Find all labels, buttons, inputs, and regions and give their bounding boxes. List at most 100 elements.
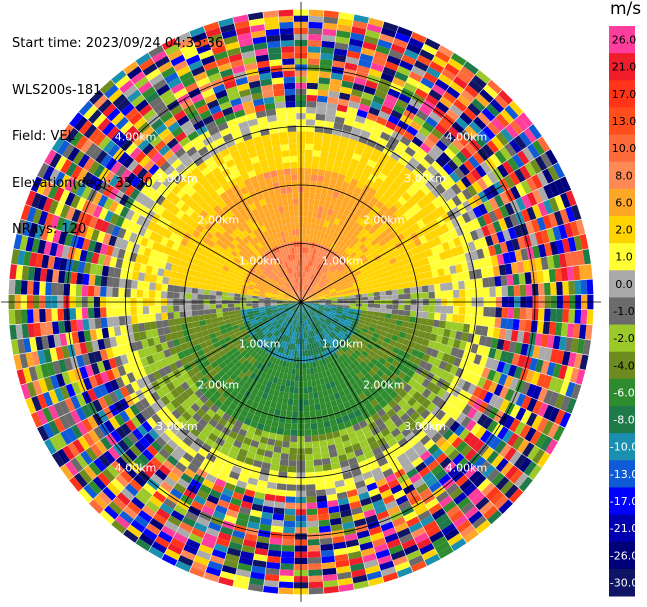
velocity-gate xyxy=(513,307,521,319)
velocity-gate xyxy=(438,73,453,86)
velocity-gate xyxy=(406,43,422,55)
velocity-gate xyxy=(389,204,399,214)
velocity-gate xyxy=(325,114,336,123)
velocity-gate xyxy=(455,179,467,192)
velocity-gate xyxy=(319,537,333,545)
velocity-gate xyxy=(388,323,396,330)
velocity-gate xyxy=(345,255,352,263)
velocity-gate xyxy=(45,282,52,296)
velocity-gate xyxy=(565,381,576,398)
velocity-gate xyxy=(568,309,576,324)
velocity-gate xyxy=(412,267,420,275)
velocity-gate xyxy=(136,314,144,324)
velocity-gate xyxy=(355,208,364,217)
velocity-gate xyxy=(387,115,400,126)
velocity-gate xyxy=(475,93,490,108)
velocity-gate xyxy=(155,313,163,321)
velocity-gate xyxy=(352,237,360,245)
velocity-gate xyxy=(401,151,413,162)
velocity-gate xyxy=(329,177,338,186)
velocity-gate xyxy=(383,176,394,186)
velocity-gate xyxy=(215,295,223,300)
velocity-gate xyxy=(433,172,445,184)
velocity-gate xyxy=(544,282,551,296)
velocity-gate xyxy=(507,157,520,172)
velocity-gate xyxy=(499,205,510,218)
velocity-gate xyxy=(333,281,340,287)
velocity-gate xyxy=(443,328,451,338)
velocity-gate xyxy=(306,296,313,300)
velocity-gate xyxy=(443,266,451,276)
velocity-gate xyxy=(434,78,450,91)
velocity-gate xyxy=(354,257,362,264)
velocity-gate xyxy=(112,277,120,288)
velocity-gate xyxy=(307,64,320,72)
velocity-gate xyxy=(498,373,508,386)
velocity-gate xyxy=(547,165,560,182)
velocity-gate xyxy=(569,220,580,237)
velocity-gate xyxy=(307,70,319,78)
velocity-gate xyxy=(380,166,391,177)
velocity-gate xyxy=(352,213,360,222)
velocity-gate xyxy=(100,275,108,287)
velocity-gate xyxy=(106,317,114,328)
velocity-gate xyxy=(246,297,253,301)
velocity-gate xyxy=(362,274,370,280)
velocity-gate xyxy=(498,264,507,276)
velocity-gate xyxy=(423,137,436,149)
velocity-gate xyxy=(186,281,194,288)
velocity-gate xyxy=(376,320,384,327)
velocity-gate xyxy=(364,321,372,327)
velocity-gate xyxy=(477,287,484,298)
velocity-gate xyxy=(453,99,468,112)
velocity-gate xyxy=(343,175,353,184)
velocity-gate xyxy=(278,587,294,595)
velocity-gate xyxy=(437,268,445,277)
velocity-gate xyxy=(330,291,337,295)
velocity-gate xyxy=(371,279,379,285)
velocity-gate xyxy=(338,248,345,256)
velocity-gate xyxy=(368,226,377,235)
velocity-gate xyxy=(281,551,295,558)
velocity-gate xyxy=(328,313,335,318)
velocity-gate xyxy=(233,303,241,308)
velocity-gate xyxy=(306,76,319,84)
velocity-gate xyxy=(468,120,483,135)
velocity-gate xyxy=(440,290,448,299)
velocity-gate xyxy=(498,90,513,105)
velocity-gate xyxy=(574,309,582,324)
velocity-gate xyxy=(458,163,471,176)
velocity-gate xyxy=(367,187,377,197)
velocity-gate xyxy=(382,21,399,32)
velocity-gate xyxy=(403,211,413,221)
velocity-gate xyxy=(353,186,362,195)
velocity-gate xyxy=(316,107,327,115)
velocity-gate xyxy=(472,206,483,218)
velocity-gate xyxy=(486,171,499,184)
velocity-gate xyxy=(327,315,334,320)
velocity-gate xyxy=(385,264,393,272)
velocity-gate xyxy=(492,327,501,339)
velocity-gate xyxy=(460,176,472,188)
velocity-gate xyxy=(302,368,307,376)
velocity-gate xyxy=(438,233,448,244)
velocity-gate xyxy=(302,222,308,230)
velocity-gate xyxy=(313,255,318,262)
velocity-gate xyxy=(376,83,390,94)
velocity-gate xyxy=(32,281,40,295)
velocity-gate xyxy=(313,276,319,282)
velocity-gate xyxy=(504,329,513,341)
velocity-gate xyxy=(411,222,421,232)
velocity-gate xyxy=(438,251,448,261)
velocity-gate xyxy=(386,252,395,260)
velocity-gate xyxy=(404,146,416,157)
velocity-gate xyxy=(331,268,339,275)
velocity-gate xyxy=(290,374,296,381)
velocity-gate xyxy=(353,314,361,320)
velocity-gate xyxy=(379,308,387,314)
velocity-gate xyxy=(336,294,344,298)
velocity-gate xyxy=(308,33,322,41)
velocity-gate xyxy=(438,320,446,329)
velocity-gate xyxy=(513,366,523,380)
velocity-gate xyxy=(387,269,395,276)
